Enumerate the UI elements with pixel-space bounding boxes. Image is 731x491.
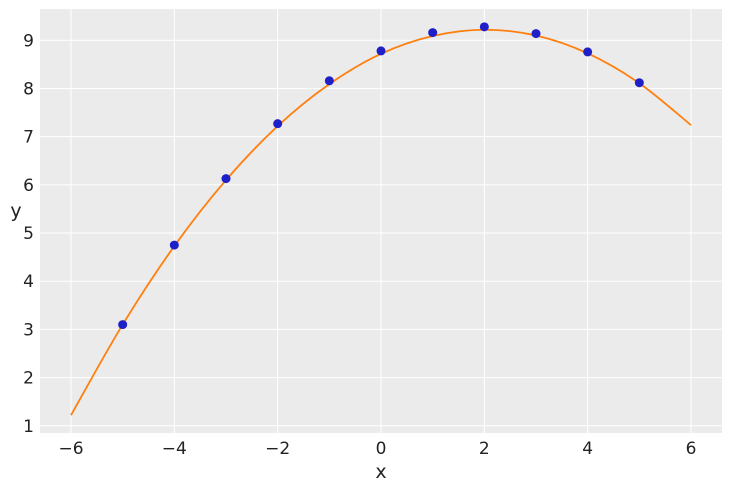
x-tick-label: 2 (479, 439, 490, 459)
data-point (273, 119, 283, 129)
y-tick-label: 9 (23, 31, 34, 51)
y-tick-label: 2 (23, 369, 34, 389)
data-point (531, 29, 541, 39)
data-point (221, 174, 231, 184)
y-tick-label: 6 (23, 176, 34, 196)
x-tick-label: 4 (582, 439, 593, 459)
series-layer (70, 22, 692, 416)
data-point (376, 46, 386, 56)
data-point (634, 78, 644, 88)
y-axis-ticks: 1 2 3 4 5 6 7 8 9 (23, 31, 34, 436)
x-tick-label: 0 (376, 439, 387, 459)
y-tick-label: 8 (23, 80, 34, 100)
data-point (479, 22, 489, 32)
x-tick-label: −2 (265, 439, 290, 459)
x-tick-label: 6 (686, 439, 697, 459)
data-point (324, 76, 334, 86)
y-tick-label: 5 (23, 224, 34, 244)
x-tick-label: −6 (58, 439, 83, 459)
y-tick-label: 4 (23, 272, 34, 292)
data-point (169, 240, 179, 250)
x-tick-label: −4 (162, 439, 187, 459)
x-axis-ticks: −6 −4 −2 0 2 4 6 (58, 439, 696, 459)
x-axis-label: x (375, 461, 386, 483)
y-tick-label: 3 (23, 320, 34, 340)
grid (40, 9, 722, 433)
data-point (118, 320, 128, 330)
data-point (583, 47, 593, 57)
data-point (428, 28, 438, 38)
y-axis-label: y (10, 200, 21, 222)
y-tick-label: 1 (23, 417, 34, 437)
y-tick-label: 7 (23, 128, 34, 148)
